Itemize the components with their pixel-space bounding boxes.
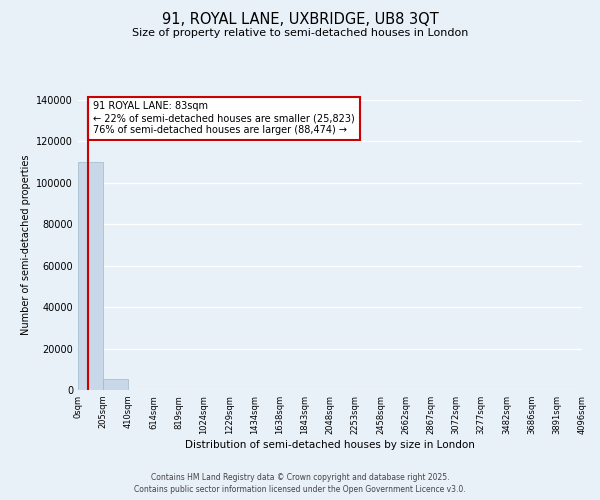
Text: Size of property relative to semi-detached houses in London: Size of property relative to semi-detach… bbox=[132, 28, 468, 38]
Y-axis label: Number of semi-detached properties: Number of semi-detached properties bbox=[21, 155, 31, 336]
Text: 91, ROYAL LANE, UXBRIDGE, UB8 3QT: 91, ROYAL LANE, UXBRIDGE, UB8 3QT bbox=[161, 12, 439, 28]
X-axis label: Distribution of semi-detached houses by size in London: Distribution of semi-detached houses by … bbox=[185, 440, 475, 450]
Bar bbox=[78, 162, 103, 390]
Bar bbox=[103, 378, 128, 390]
Text: Contains public sector information licensed under the Open Government Licence v3: Contains public sector information licen… bbox=[134, 485, 466, 494]
Text: 91 ROYAL LANE: 83sqm
← 22% of semi-detached houses are smaller (25,823)
76% of s: 91 ROYAL LANE: 83sqm ← 22% of semi-detac… bbox=[93, 102, 355, 134]
Text: Contains HM Land Registry data © Crown copyright and database right 2025.: Contains HM Land Registry data © Crown c… bbox=[151, 472, 449, 482]
